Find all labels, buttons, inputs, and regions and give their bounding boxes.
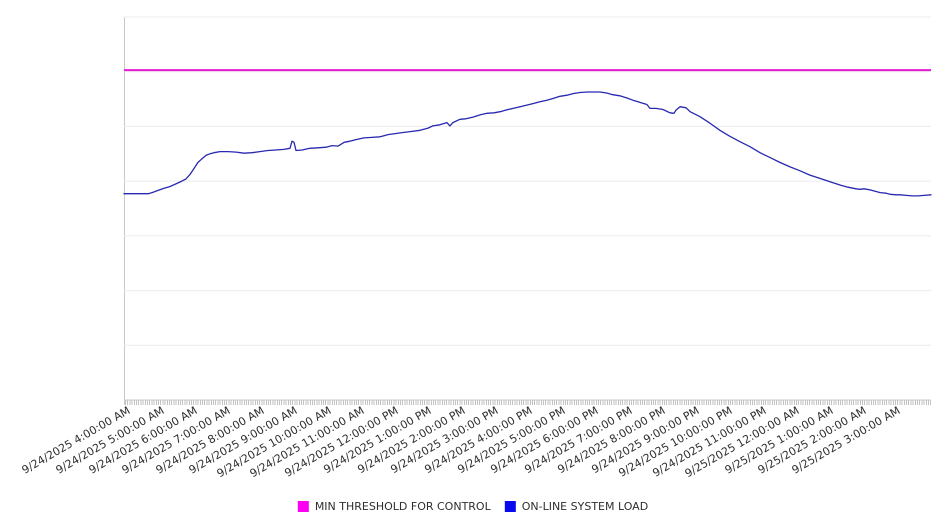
- legend-item-system-load[interactable]: ON-LINE SYSTEM LOAD: [504, 500, 649, 513]
- load-legend-swatch-icon: [504, 501, 516, 512]
- x-axis-minor-ticks: [125, 400, 932, 405]
- plot-svg: [123, 16, 932, 401]
- threshold-legend-label: MIN THRESHOLD FOR CONTROL: [314, 500, 491, 513]
- online-system-load-line: [123, 91, 932, 197]
- legend-item-min-threshold[interactable]: MIN THRESHOLD FOR CONTROL: [297, 500, 491, 513]
- legend: MIN THRESHOLD FOR CONTROL ON-LINE SYSTEM…: [297, 500, 649, 513]
- y-axis-line: [124, 17, 125, 405]
- load-legend-label: ON-LINE SYSTEM LOAD: [521, 500, 649, 513]
- threshold-legend-swatch-icon: [297, 501, 309, 512]
